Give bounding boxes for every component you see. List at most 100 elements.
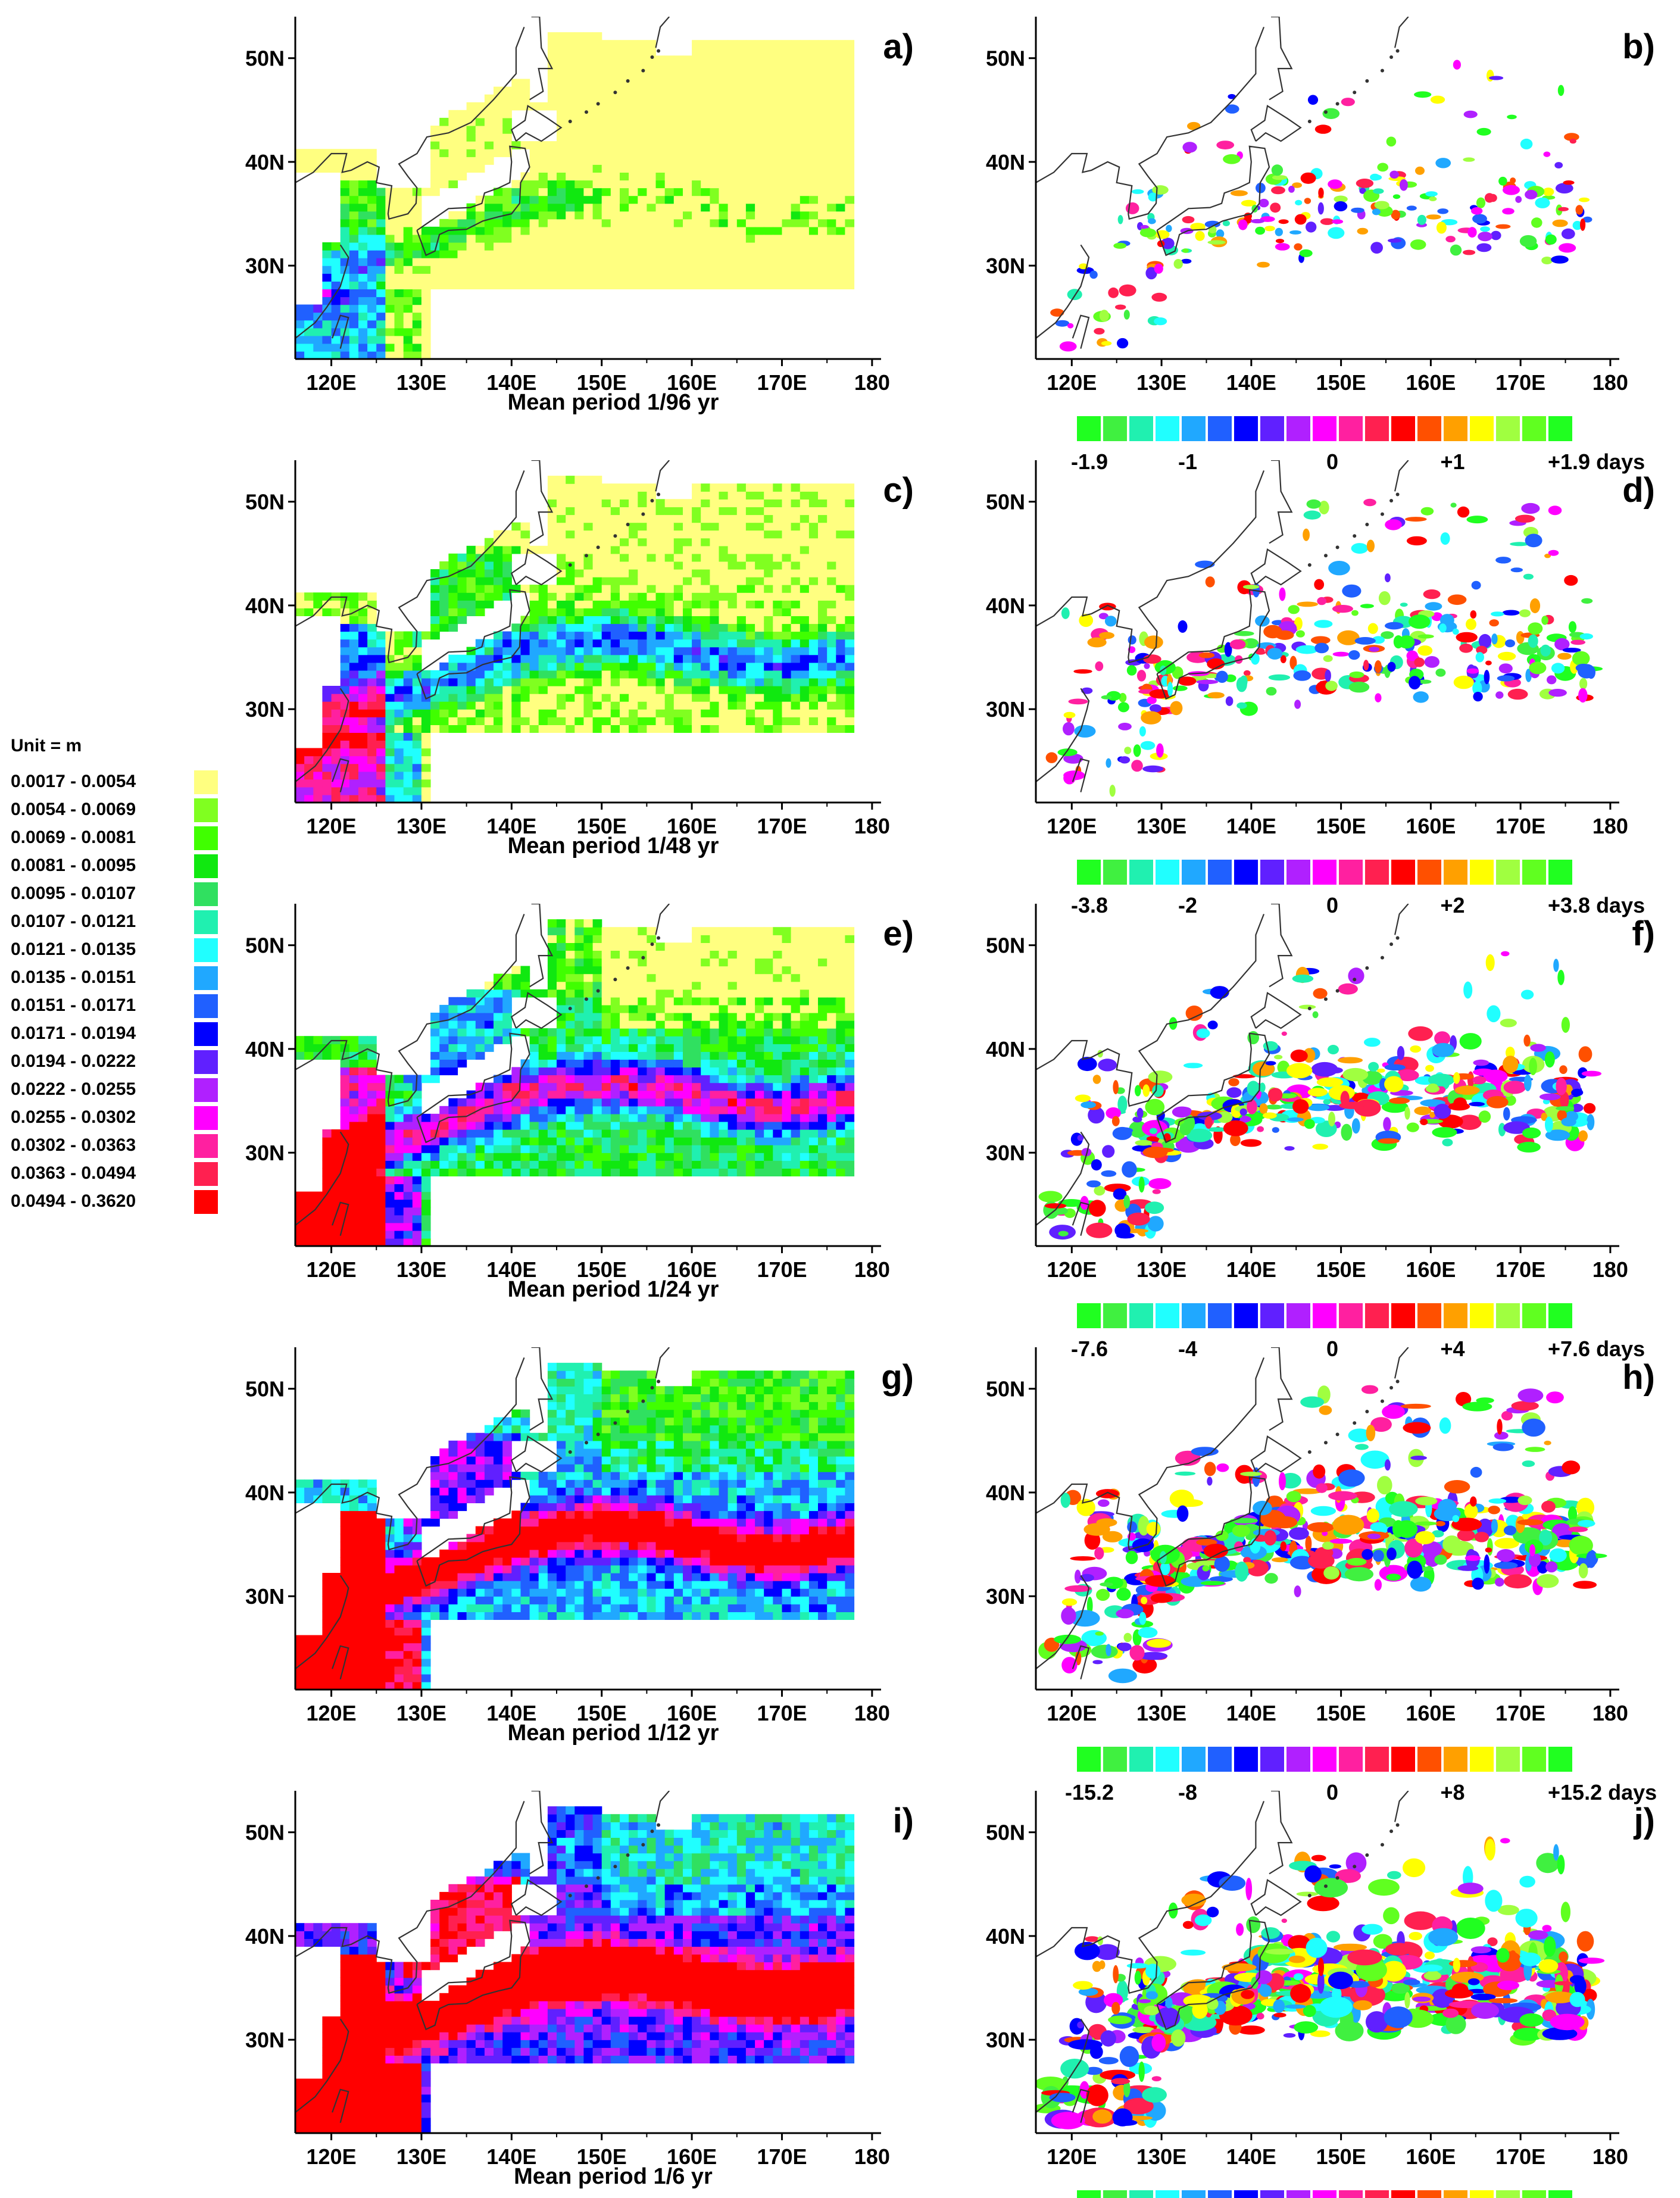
- amplitude-cell: [566, 157, 575, 165]
- amplitude-cell: [466, 1137, 476, 1145]
- amplitude-cell: [358, 1207, 368, 1216]
- amplitude-cell: [736, 218, 747, 227]
- amplitude-cell: [394, 631, 404, 640]
- amplitude-cell: [529, 1067, 539, 1076]
- amplitude-cell: [547, 273, 557, 282]
- amplitude-cell: [736, 79, 747, 88]
- amplitude-cell: [295, 1036, 305, 1044]
- amplitude-cell: [800, 234, 810, 243]
- amplitude-cell: [574, 55, 584, 64]
- amplitude-cell: [557, 717, 566, 725]
- amplitude-cell: [664, 203, 675, 212]
- amplitude-cell: [367, 343, 377, 352]
- amplitude-cell: [403, 794, 413, 803]
- amplitude-cell: [484, 1137, 494, 1145]
- phase-colorbar-swatch: [1390, 415, 1416, 442]
- phase-blob: [1519, 609, 1531, 617]
- amplitude-cell: [655, 157, 666, 165]
- amplitude-cell: [358, 281, 368, 289]
- phase-blob: [1575, 205, 1584, 215]
- amplitude-cell: [592, 1113, 602, 1122]
- amplitude-cell: [439, 694, 449, 702]
- amplitude-cell: [538, 203, 548, 212]
- amplitude-cell: [403, 258, 413, 266]
- amplitude-cell: [727, 195, 738, 204]
- amplitude-cell: [736, 569, 747, 577]
- amplitude-cell: [638, 1106, 647, 1114]
- amplitude-cell: [647, 623, 657, 632]
- amplitude-cell: [764, 188, 773, 196]
- amplitude-cell: [466, 577, 476, 585]
- amplitude-cell: [736, 133, 747, 142]
- amplitude-cell: [538, 1168, 548, 1176]
- amplitude-cell: [673, 654, 683, 663]
- amplitude-cell: [629, 1004, 638, 1013]
- phase-colorbar-swatch: [1311, 415, 1338, 442]
- amplitude-cell: [557, 1137, 566, 1145]
- amplitude-cell: [331, 296, 341, 305]
- amplitude-cell: [736, 63, 747, 72]
- phase-blob: [1519, 235, 1537, 248]
- amplitude-cell: [629, 709, 638, 717]
- amplitude-cell: [520, 79, 530, 88]
- amplitude-cell: [313, 794, 323, 803]
- amplitude-cell: [313, 351, 323, 359]
- phase-colorbar-swatch: [1154, 415, 1181, 442]
- amplitude-cell: [782, 266, 792, 274]
- amplitude-cell: [394, 763, 404, 772]
- phase-blob: [1435, 669, 1446, 677]
- amplitude-cell: [719, 569, 729, 577]
- amplitude-cell: [313, 1199, 323, 1208]
- phase-colorbar-label: +2: [1440, 893, 1464, 917]
- amplitude-cell: [610, 1113, 620, 1122]
- amplitude-cell: [358, 755, 368, 764]
- amplitude-cell: [403, 1238, 413, 1246]
- amplitude-cell: [592, 1082, 602, 1091]
- amplitude-cell: [701, 654, 710, 663]
- amplitude-cell: [574, 585, 584, 593]
- amplitude-cell: [655, 545, 666, 554]
- amplitude-cell: [367, 794, 377, 803]
- amplitude-cell: [836, 499, 845, 507]
- amplitude-cell: [664, 577, 675, 585]
- amplitude-cell: [620, 1129, 629, 1138]
- amplitude-cell: [494, 530, 503, 539]
- amplitude-cell: [601, 1082, 611, 1091]
- amplitude-cell: [511, 1113, 521, 1122]
- amplitude-cell: [520, 522, 530, 531]
- amplitude-cell: [692, 701, 701, 710]
- amplitude-cell: [430, 1160, 440, 1169]
- amplitude-cell: [376, 242, 386, 251]
- amplitude-cell: [620, 499, 629, 507]
- phase-blob: [1410, 239, 1426, 250]
- amplitude-cell: [710, 553, 720, 562]
- amplitude-cell: [557, 1168, 566, 1176]
- amplitude-cell: [358, 211, 368, 220]
- amplitude-cell: [638, 133, 647, 142]
- phase-blob: [1579, 633, 1593, 640]
- amplitude-cell: [818, 164, 827, 173]
- phase-blob: [1453, 60, 1461, 70]
- amplitude-cell: [610, 71, 620, 80]
- amplitude-cell: [673, 94, 683, 103]
- amplitude-cell: [727, 639, 738, 648]
- amplitude-cell: [808, 203, 819, 212]
- amplitude-cell: [745, 188, 755, 196]
- amplitude-cell: [583, 709, 594, 717]
- amplitude-cell: [547, 709, 557, 717]
- amplitude-cell: [331, 755, 341, 764]
- amplitude-cell: [430, 273, 440, 282]
- phase-blob: [1351, 610, 1359, 616]
- amplitude-cell: [629, 530, 638, 539]
- amplitude-cell: [727, 188, 738, 196]
- amplitude-cell: [818, 686, 827, 694]
- amplitude-cell: [683, 117, 692, 126]
- amplitude-cell: [484, 1020, 494, 1029]
- amplitude-cell: [845, 48, 855, 56]
- amplitude-cell: [764, 670, 773, 679]
- phase-blob: [1279, 587, 1286, 601]
- amplitude-cell: [638, 530, 647, 539]
- amplitude-cell: [592, 141, 602, 149]
- amplitude-cell: [673, 616, 683, 625]
- amplitude-cell: [557, 553, 566, 562]
